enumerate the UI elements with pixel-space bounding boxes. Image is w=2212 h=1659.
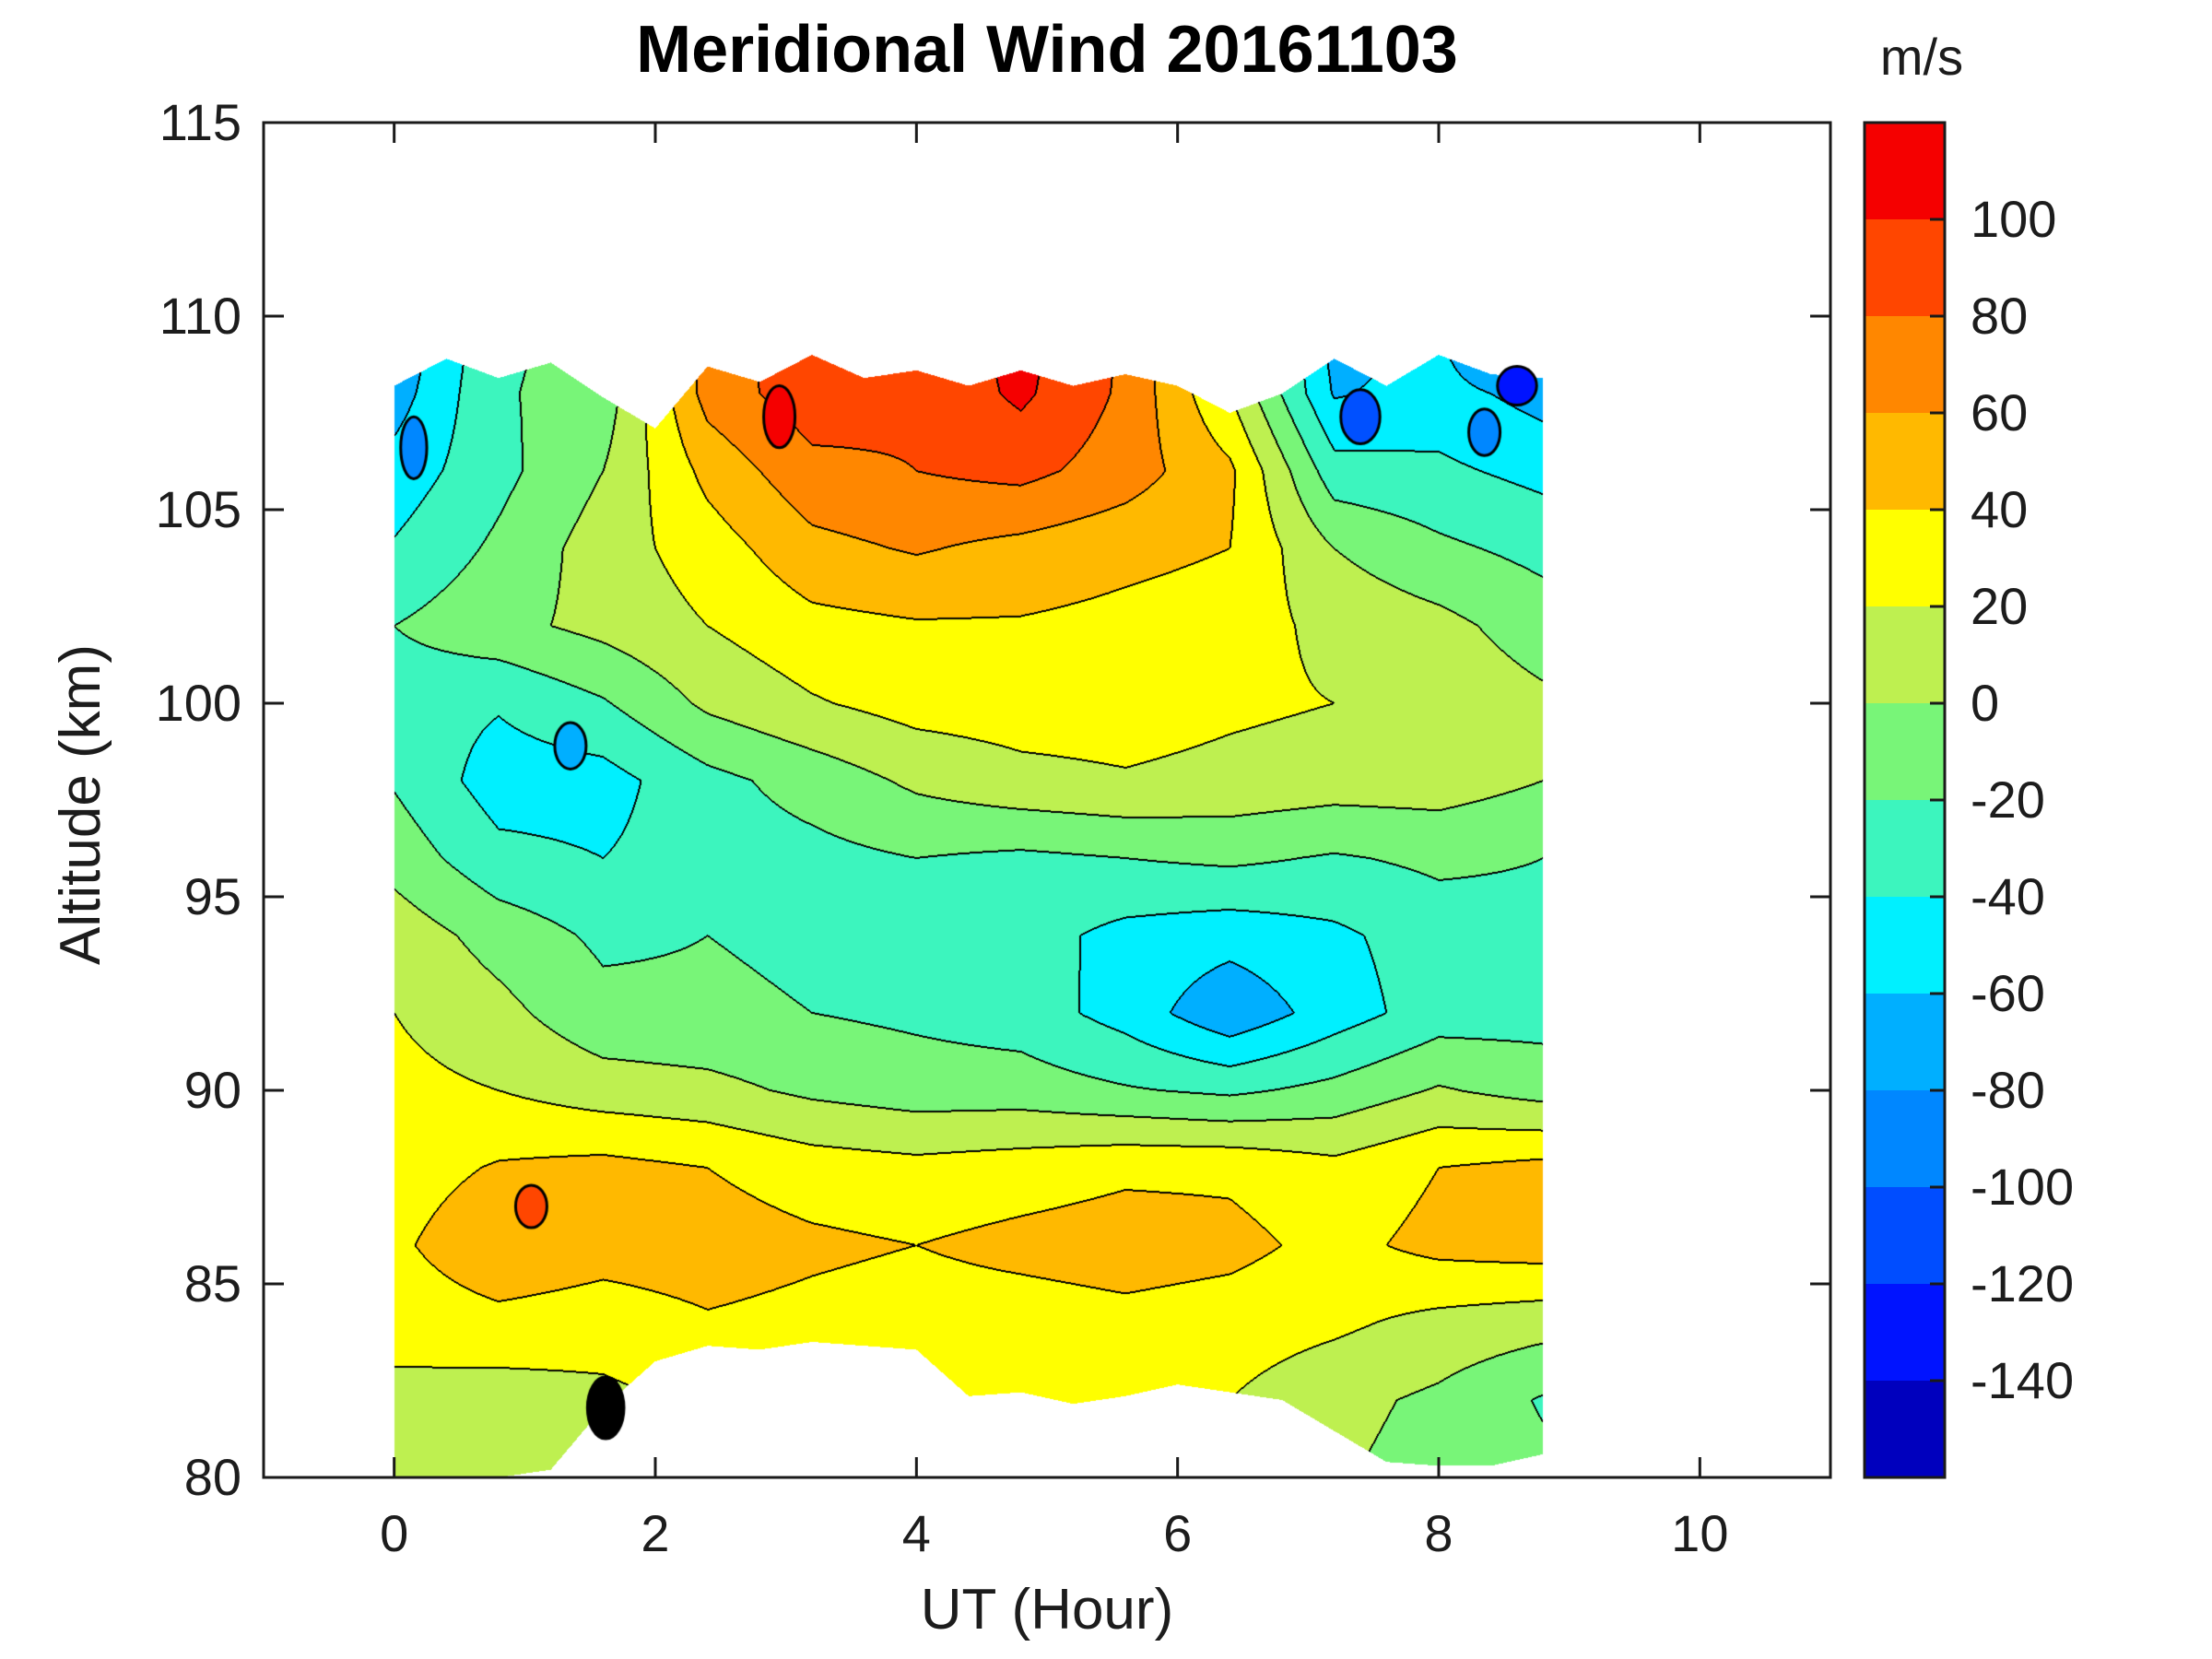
y-tick-label: 100 — [155, 674, 241, 732]
x-tick-label: 4 — [901, 1504, 931, 1562]
x-tick-label: 8 — [1424, 1504, 1453, 1562]
y-tick-label: 80 — [183, 1448, 241, 1506]
colorbar-tick-label: 100 — [1971, 190, 2057, 248]
colorbar-tick-label: 80 — [1971, 287, 2029, 345]
x-tick-label: 6 — [1163, 1504, 1193, 1562]
y-tick-label: 110 — [159, 287, 241, 345]
colorbar-tick-label: -60 — [1971, 964, 2045, 1022]
contour-plot-canvas — [264, 123, 1830, 1477]
x-tick-label: 0 — [380, 1504, 409, 1562]
colorbar-segment — [1865, 123, 1945, 219]
colorbar-segment — [1865, 1284, 1945, 1381]
colorbar-segment — [1865, 800, 1945, 897]
y-tick-label: 105 — [155, 480, 241, 538]
colorbar-segment — [1865, 897, 1945, 994]
x-tick-label: 10 — [1671, 1504, 1729, 1562]
colorbar — [1865, 123, 1945, 1477]
colorbar-tick-label: -100 — [1971, 1158, 2075, 1216]
y-tick-label: 115 — [159, 93, 241, 151]
colorbar-tick-label: -120 — [1971, 1254, 2075, 1312]
x-tick-label: 2 — [641, 1504, 670, 1562]
colorbar-segment — [1865, 606, 1945, 703]
y-tick-label: 95 — [183, 867, 241, 925]
colorbar-segment — [1865, 703, 1945, 800]
colorbar-tick-label: -40 — [1971, 867, 2045, 925]
colorbar-segment — [1865, 510, 1945, 606]
colorbar-tick-label: 60 — [1971, 383, 2029, 441]
colorbar-segment — [1865, 316, 1945, 413]
x-axis-label: UT (Hour) — [920, 1578, 1174, 1641]
plot-title: Meridional Wind 20161103 — [636, 13, 1458, 87]
y-tick-label: 85 — [183, 1254, 241, 1312]
colorbar-segment — [1865, 413, 1945, 510]
colorbar-segment — [1865, 1187, 1945, 1284]
colorbar-segment — [1865, 1090, 1945, 1187]
colorbar-tick-label: -140 — [1971, 1351, 2075, 1409]
colorbar-tick-label: -20 — [1971, 771, 2045, 829]
colorbar-segment — [1865, 994, 1945, 1090]
colorbar-tick-label: 20 — [1971, 577, 2029, 635]
colorbar-tick-label: -80 — [1971, 1061, 2045, 1119]
colorbar-segment — [1865, 1381, 1945, 1477]
colorbar-unit-label: m/s — [1879, 28, 1964, 86]
colorbar-segment — [1865, 219, 1945, 316]
y-tick-label: 90 — [183, 1061, 241, 1119]
colorbar-tick-label: 40 — [1971, 480, 2029, 538]
colorbar-tick-label: 0 — [1971, 674, 2000, 732]
